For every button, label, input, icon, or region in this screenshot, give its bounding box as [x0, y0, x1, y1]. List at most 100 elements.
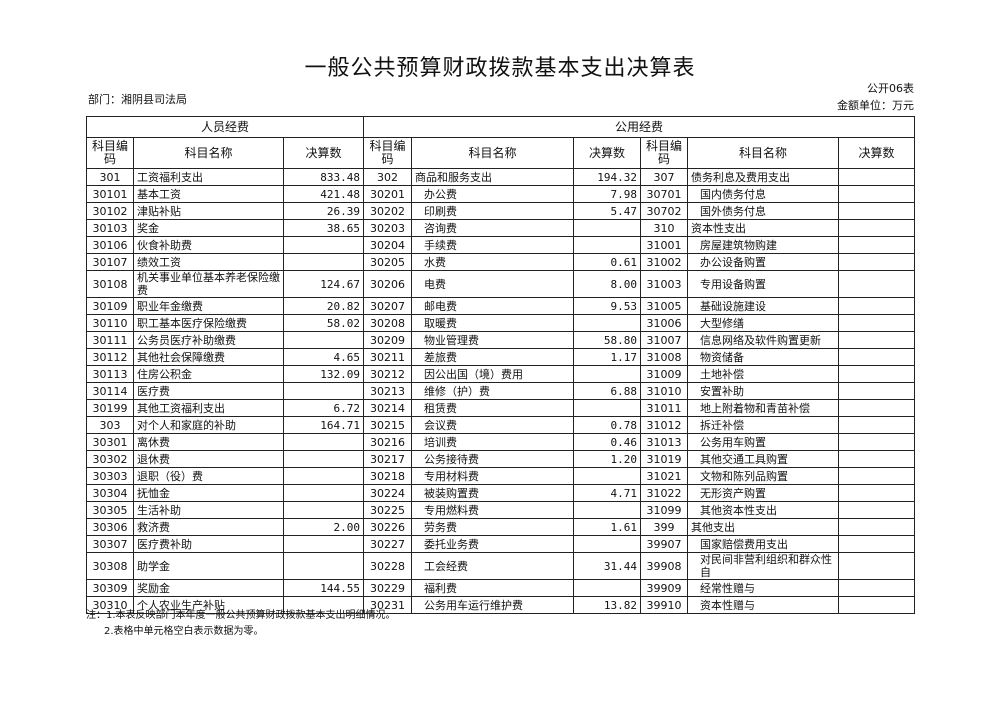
code: 31002 — [640, 253, 688, 271]
code: 31005 — [640, 297, 688, 315]
name: 其他资本性支出 — [687, 501, 839, 519]
amount: 31.44 — [573, 552, 641, 580]
code: 30215 — [363, 416, 412, 434]
name: 地上附着物和青苗补偿 — [687, 399, 839, 417]
column-header: 科目编码 — [86, 137, 134, 169]
code: 30113 — [86, 365, 134, 383]
name: 津贴补贴 — [133, 202, 284, 220]
data-row: 30109 职业年金缴费 20.82 30207 邮电费 9.53 31005 基础设施建设 — [86, 297, 915, 315]
code: 302 — [363, 168, 412, 186]
column-header: 科目编码 — [363, 137, 412, 169]
name: 办公设备购置 — [687, 253, 839, 271]
empty-cell — [838, 202, 915, 220]
name: 机关事业单位基本养老保险缴费 — [133, 270, 284, 298]
name: 无形资产购置 — [687, 484, 839, 502]
code: 310 — [640, 219, 688, 237]
code: 30109 — [86, 297, 134, 315]
name: 物资储备 — [687, 348, 839, 366]
code: 30701 — [640, 185, 688, 203]
code: 307 — [640, 168, 688, 186]
group-header: 公用经费 — [363, 116, 915, 138]
form-number: 公开06表 — [867, 82, 914, 95]
code: 30112 — [86, 348, 134, 366]
empty-cell — [283, 450, 364, 468]
code: 30103 — [86, 219, 134, 237]
amount: 421.48 — [283, 185, 364, 203]
code: 30202 — [363, 202, 412, 220]
code: 39910 — [640, 596, 688, 614]
name: 对个人和家庭的补助 — [133, 416, 284, 434]
code: 30111 — [86, 331, 134, 349]
column-header: 科目名称 — [133, 137, 284, 169]
name: 文物和陈列品购置 — [687, 467, 839, 485]
name: 救济费 — [133, 518, 284, 536]
empty-cell — [283, 253, 364, 271]
empty-cell — [283, 467, 364, 485]
empty-cell — [838, 467, 915, 485]
name: 国外债务付息 — [687, 202, 839, 220]
code: 30302 — [86, 450, 134, 468]
code: 30107 — [86, 253, 134, 271]
empty-cell — [838, 416, 915, 434]
code: 30228 — [363, 552, 412, 580]
name: 退休费 — [133, 450, 284, 468]
name: 咨询费 — [411, 219, 574, 237]
data-row: 30110 职工基本医疗保险缴费 58.02 30208 取暖费 31006 大型修缮 — [86, 314, 915, 332]
name: 办公费 — [411, 185, 574, 203]
amount: 144.55 — [283, 579, 364, 597]
name: 安置补助 — [687, 382, 839, 400]
name: 对民间非营利组织和群众性自 — [687, 552, 839, 580]
empty-cell — [573, 236, 641, 254]
code: 30702 — [640, 202, 688, 220]
empty-cell — [283, 433, 364, 451]
amount: 194.32 — [573, 168, 641, 186]
empty-cell — [838, 579, 915, 597]
data-row: 30306 救济费 2.00 30226 劳务费 1.61 399 其他支出 — [86, 518, 915, 536]
code: 30206 — [363, 270, 412, 298]
code: 30211 — [363, 348, 412, 366]
unit: 金额单位：万元 — [837, 99, 914, 112]
code: 31013 — [640, 433, 688, 451]
data-row: 30304 抚恤金 30224 被装购置费 4.71 31022 无形资产购置 — [86, 484, 915, 502]
code: 31021 — [640, 467, 688, 485]
empty-cell — [283, 382, 364, 400]
code: 31006 — [640, 314, 688, 332]
code: 30231 — [363, 596, 412, 614]
amount: 2.00 — [283, 518, 364, 536]
code: 31008 — [640, 348, 688, 366]
data-row: 30303 退职（役）费 30218 专用材料费 31021 文物和陈列品购置 — [86, 467, 915, 485]
empty-cell — [573, 219, 641, 237]
amount: 13.82 — [573, 596, 641, 614]
name: 专用材料费 — [411, 467, 574, 485]
empty-cell — [573, 365, 641, 383]
amount: 132.09 — [283, 365, 364, 383]
name: 国内债务付息 — [687, 185, 839, 203]
data-row: 30108 机关事业单位基本养老保险缴费 124.67 30206 电费 8.00 3100… — [86, 270, 915, 298]
empty-cell — [573, 314, 641, 332]
name: 委托业务费 — [411, 535, 574, 553]
code: 30101 — [86, 185, 134, 203]
amount: 9.53 — [573, 297, 641, 315]
name: 医疗费补助 — [133, 535, 284, 553]
name: 水费 — [411, 253, 574, 271]
data-row: 30113 住房公积金 132.09 30212 因公出国（境）费用 31009 土地补偿 — [86, 365, 915, 383]
code: 30213 — [363, 382, 412, 400]
empty-cell — [838, 348, 915, 366]
name: 工会经费 — [411, 552, 574, 580]
name: 抚恤金 — [133, 484, 284, 502]
data-row: 30310 个人农业生产补贴 30231 公务用车运行维护费 13.82 39910 资本性… — [86, 596, 915, 614]
header-row: 科目编码 科目名称 决算数 科目编码 科目名称 决算数 科目编码 科目名称 决算数 — [86, 137, 915, 169]
empty-cell — [838, 535, 915, 553]
code: 31022 — [640, 484, 688, 502]
data-row: 303 对个人和家庭的补助 164.71 30215 会议费 0.78 31012 拆迁补偿 — [86, 416, 915, 434]
code: 31007 — [640, 331, 688, 349]
name: 租赁费 — [411, 399, 574, 417]
name: 生活补助 — [133, 501, 284, 519]
empty-cell — [838, 501, 915, 519]
name: 经常性赠与 — [687, 579, 839, 597]
empty-cell — [573, 501, 641, 519]
empty-cell — [838, 168, 915, 186]
group-header: 人员经费 — [86, 116, 364, 138]
data-row: 30111 公务员医疗补助缴费 30209 物业管理费 58.80 31007 信息网络及软… — [86, 331, 915, 349]
name: 物业管理费 — [411, 331, 574, 349]
